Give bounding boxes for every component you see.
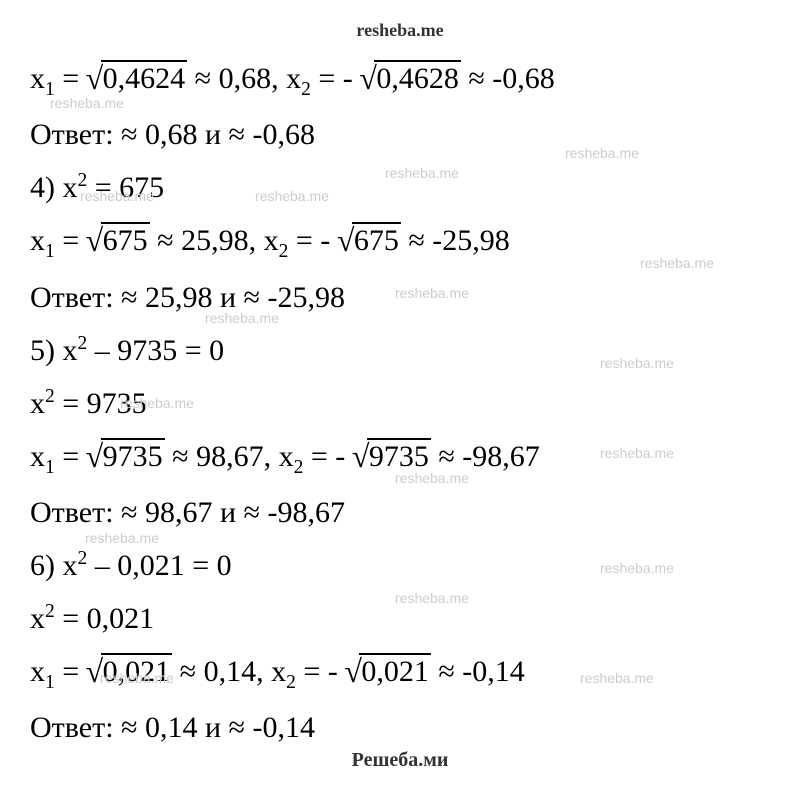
page-header: resheba.me bbox=[30, 20, 770, 41]
answer-line-4: Ответ: ≈ 25,98 и ≈ -25,98 bbox=[30, 275, 770, 320]
subscript: 1 bbox=[45, 241, 55, 262]
superscript: 2 bbox=[45, 601, 55, 622]
math-line-1: x1 = 0,4624 ≈ 0,68, x2 = - 0,4628 ≈ -0,6… bbox=[30, 56, 770, 104]
text: = 675 bbox=[87, 171, 164, 204]
radicand: 0,021 bbox=[359, 653, 431, 688]
subscript: 2 bbox=[279, 241, 289, 262]
superscript: 2 bbox=[78, 548, 88, 569]
text: = - bbox=[303, 440, 352, 473]
equation-6: x2 = 0,021 bbox=[30, 596, 770, 641]
text: ≈ 25,98, x bbox=[150, 224, 279, 257]
sqrt: 0,4624 bbox=[87, 56, 188, 101]
problem-5: 5) x2 – 9735 = 0 bbox=[30, 328, 770, 373]
radicand: 675 bbox=[101, 222, 150, 257]
text: 5) x bbox=[30, 334, 78, 367]
text: x bbox=[30, 440, 45, 473]
math-line-5: x1 = 9735 ≈ 98,67, x2 = - 9735 ≈ -98,67 bbox=[30, 434, 770, 482]
text: = bbox=[55, 440, 87, 473]
subscript: 1 bbox=[45, 79, 55, 100]
sqrt: 675 bbox=[87, 218, 150, 263]
math-content: x1 = 0,4624 ≈ 0,68, x2 = - 0,4628 ≈ -0,6… bbox=[30, 56, 770, 750]
text: = - bbox=[288, 224, 337, 257]
radicand: 0,021 bbox=[101, 653, 173, 688]
answer-line-5: Ответ: ≈ 98,67 и ≈ -98,67 bbox=[30, 490, 770, 535]
subscript: 2 bbox=[301, 79, 311, 100]
text: = bbox=[55, 62, 87, 95]
text: = - bbox=[311, 62, 360, 95]
superscript: 2 bbox=[78, 170, 88, 191]
text: ≈ 0,68, x bbox=[187, 62, 301, 95]
superscript: 2 bbox=[78, 333, 88, 354]
text: ≈ -25,98 bbox=[401, 224, 510, 257]
text: 6) x bbox=[30, 549, 78, 582]
text: = bbox=[55, 655, 87, 688]
text: x bbox=[30, 387, 45, 420]
sqrt: 9735 bbox=[353, 434, 431, 479]
answer-line-6: Ответ: ≈ 0,14 и ≈ -0,14 bbox=[30, 705, 770, 750]
radicand: 9735 bbox=[101, 438, 165, 473]
problem-6: 6) x2 – 0,021 = 0 bbox=[30, 543, 770, 588]
text: x bbox=[30, 602, 45, 635]
subscript: 2 bbox=[286, 672, 296, 693]
text: 4) x bbox=[30, 171, 78, 204]
text: ≈ 0,14, x bbox=[172, 655, 286, 688]
text: x bbox=[30, 655, 45, 688]
text: = 0,021 bbox=[55, 602, 154, 635]
text: ≈ -0,14 bbox=[431, 655, 525, 688]
page-footer: Решеба.ми bbox=[0, 749, 800, 772]
text: x bbox=[30, 224, 45, 257]
text: x bbox=[30, 62, 45, 95]
equation-5: x2 = 9735 bbox=[30, 381, 770, 426]
subscript: 1 bbox=[45, 672, 55, 693]
text: = 9735 bbox=[55, 387, 147, 420]
math-line-6: x1 = 0,021 ≈ 0,14, x2 = - 0,021 ≈ -0,14 bbox=[30, 649, 770, 697]
sqrt: 0,021 bbox=[87, 649, 173, 694]
radicand: 0,4628 bbox=[374, 60, 461, 95]
text: = - bbox=[296, 655, 345, 688]
sqrt: 0,4628 bbox=[360, 56, 461, 101]
text: = bbox=[55, 224, 87, 257]
radicand: 0,4624 bbox=[101, 60, 188, 95]
text: – 9735 = 0 bbox=[87, 334, 224, 367]
sqrt: 9735 bbox=[87, 434, 165, 479]
superscript: 2 bbox=[45, 386, 55, 407]
sqrt: 675 bbox=[338, 218, 401, 263]
sqrt: 0,021 bbox=[345, 649, 431, 694]
text: ≈ -98,67 bbox=[431, 440, 540, 473]
answer-line-1: Ответ: ≈ 0,68 и ≈ -0,68 bbox=[30, 112, 770, 157]
problem-4: 4) x2 = 675 bbox=[30, 165, 770, 210]
subscript: 2 bbox=[294, 457, 304, 478]
radicand: 675 bbox=[352, 222, 401, 257]
text: ≈ 98,67, x bbox=[165, 440, 294, 473]
math-line-4: x1 = 675 ≈ 25,98, x2 = - 675 ≈ -25,98 bbox=[30, 218, 770, 266]
radicand: 9735 bbox=[367, 438, 431, 473]
text: ≈ -0,68 bbox=[461, 62, 555, 95]
text: – 0,021 = 0 bbox=[87, 549, 231, 582]
subscript: 1 bbox=[45, 457, 55, 478]
